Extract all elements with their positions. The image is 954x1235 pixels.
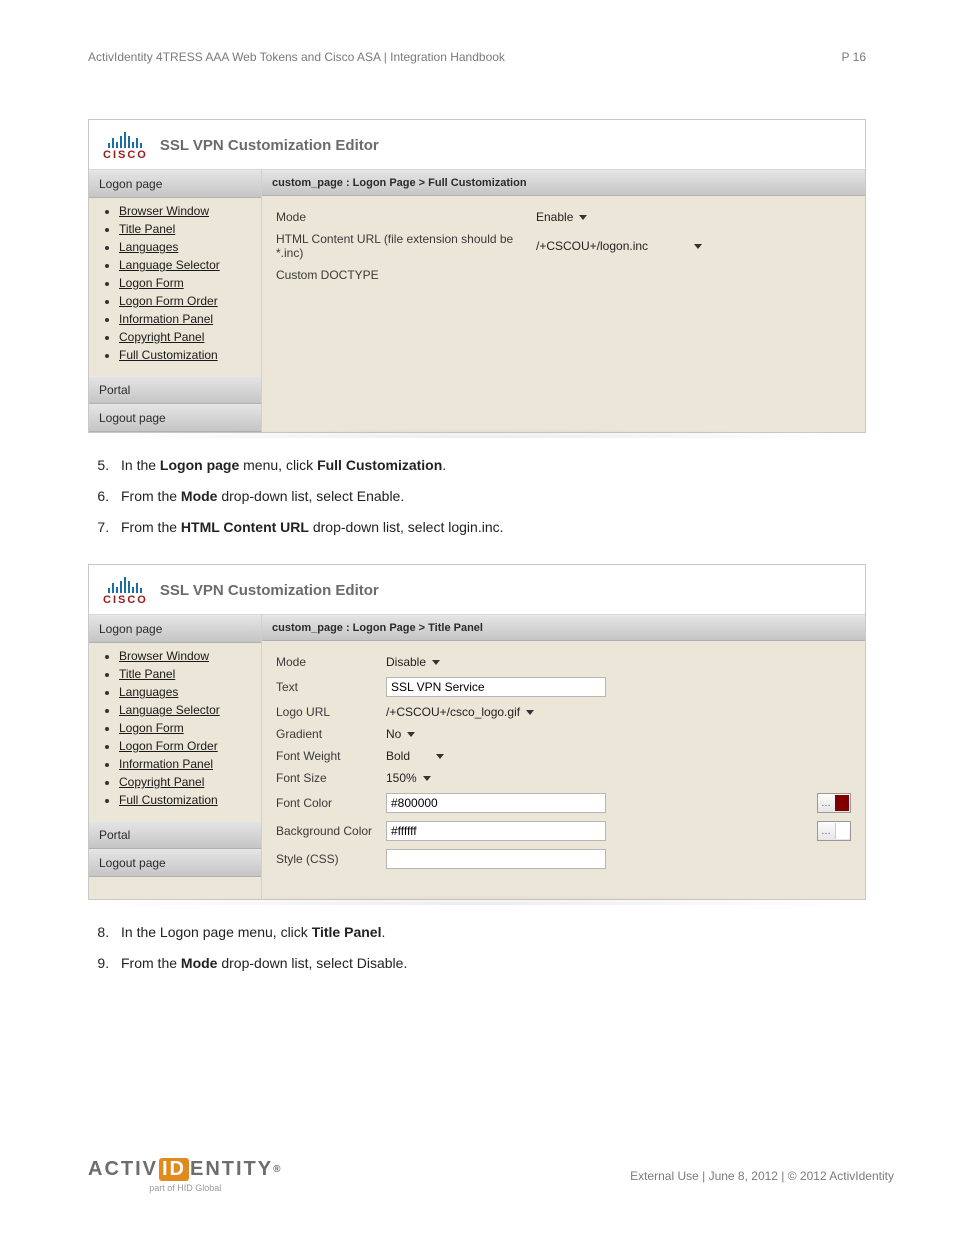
sidebar-item-language-selector[interactable]: Language Selector <box>119 258 220 272</box>
sidebar-item-copyright-panel[interactable]: Copyright Panel <box>119 330 204 344</box>
step-8: In the Logon page menu, click Title Pane… <box>113 922 866 943</box>
sidebar-item-full-customization[interactable]: Full Customization <box>119 348 218 362</box>
editor-title: SSL VPN Customization Editor <box>160 137 379 154</box>
cisco-logo-icon: CISCO <box>103 575 148 606</box>
doc-footer: ACTIVIDENTITY® part of HID Global Extern… <box>88 1158 894 1193</box>
editor-title: SSL VPN Customization Editor <box>160 582 379 599</box>
steps-list-2: In the Logon page menu, click Title Pane… <box>88 922 866 974</box>
step-5: In the Logon page menu, click Full Custo… <box>113 455 866 476</box>
style-css-label: Style (CSS) <box>276 852 386 866</box>
editor-panel-1: CISCO SSL VPN Customization Editor Logon… <box>88 119 866 433</box>
sidebar-item-browser-window[interactable]: Browser Window <box>119 204 209 218</box>
sidebar-section-portal[interactable]: Portal <box>89 376 261 404</box>
step-9: From the Mode drop-down list, select Dis… <box>113 953 866 974</box>
chevron-down-icon <box>432 660 440 665</box>
font-color-picker-button[interactable]: … <box>817 793 851 813</box>
doctype-label: Custom DOCTYPE <box>276 268 536 282</box>
sidebar-section-logout[interactable]: Logout page <box>89 404 261 432</box>
mode-label: Mode <box>276 655 386 669</box>
font-weight-select[interactable]: Bold <box>386 749 811 763</box>
font-color-input[interactable] <box>386 793 606 813</box>
text-input[interactable] <box>386 677 606 697</box>
chevron-down-icon <box>526 710 534 715</box>
font-color-label: Font Color <box>276 796 386 810</box>
sidebar-section-logon[interactable]: Logon page <box>89 615 261 643</box>
url-select[interactable]: /+CSCOU+/logon.inc <box>536 239 811 253</box>
sidebar-item-information-panel[interactable]: Information Panel <box>119 757 213 771</box>
sidebar-item-logon-form[interactable]: Logon Form <box>119 276 184 290</box>
activ-logo-icon: ACTIVIDENTITY® part of HID Global <box>88 1158 283 1193</box>
mode-select[interactable]: Enable <box>536 210 811 224</box>
bg-color-input[interactable] <box>386 821 606 841</box>
sidebar-item-logon-form-order[interactable]: Logon Form Order <box>119 739 218 753</box>
chevron-down-icon <box>694 244 702 249</box>
bg-color-picker-button[interactable]: … <box>817 821 851 841</box>
sidebar-item-information-panel[interactable]: Information Panel <box>119 312 213 326</box>
document-page: ActivIdentity 4TRESS AAA Web Tokens and … <box>0 0 954 1235</box>
sidebar-item-full-customization[interactable]: Full Customization <box>119 793 218 807</box>
sidebar-item-title-panel[interactable]: Title Panel <box>119 222 175 236</box>
chevron-down-icon <box>423 776 431 781</box>
sidebar-list: Browser Window Title Panel Languages Lan… <box>89 649 261 807</box>
sidebar-list: Browser Window Title Panel Languages Lan… <box>89 204 261 362</box>
font-weight-label: Font Weight <box>276 749 386 763</box>
step-6: From the Mode drop-down list, select Ena… <box>113 486 866 507</box>
footer-text: External Use | June 8, 2012 | © 2012 Act… <box>630 1169 894 1183</box>
sidebar-section-portal[interactable]: Portal <box>89 821 261 849</box>
style-css-input[interactable] <box>386 849 606 869</box>
doc-header-left: ActivIdentity 4TRESS AAA Web Tokens and … <box>88 50 505 64</box>
sidebar-item-browser-window[interactable]: Browser Window <box>119 649 209 663</box>
main-content: custom_page : Logon Page > Full Customiz… <box>261 170 865 432</box>
chevron-down-icon <box>436 754 444 759</box>
doc-header-right: P 16 <box>842 50 866 64</box>
sidebar-section-logout[interactable]: Logout page <box>89 849 261 877</box>
editor-header: CISCO SSL VPN Customization Editor <box>89 120 865 170</box>
logo-url-select[interactable]: /+CSCOU+/csco_logo.gif <box>386 705 811 719</box>
breadcrumb: custom_page : Logon Page > Full Customiz… <box>262 170 865 196</box>
sidebar-item-copyright-panel[interactable]: Copyright Panel <box>119 775 204 789</box>
sidebar-item-logon-form[interactable]: Logon Form <box>119 721 184 735</box>
sidebar-item-title-panel[interactable]: Title Panel <box>119 667 175 681</box>
main-content: custom_page : Logon Page > Title Panel M… <box>261 615 865 899</box>
gradient-select[interactable]: No <box>386 727 811 741</box>
gradient-label: Gradient <box>276 727 386 741</box>
editor-header: CISCO SSL VPN Customization Editor <box>89 565 865 615</box>
sidebar: Logon page Browser Window Title Panel La… <box>89 615 261 899</box>
sidebar: Logon page Browser Window Title Panel La… <box>89 170 261 432</box>
bg-color-label: Background Color <box>276 824 386 838</box>
chevron-down-icon <box>579 215 587 220</box>
sidebar-item-languages[interactable]: Languages <box>119 240 178 254</box>
font-size-label: Font Size <box>276 771 386 785</box>
font-size-select[interactable]: 150% <box>386 771 811 785</box>
mode-select[interactable]: Disable <box>386 655 811 669</box>
doc-header: ActivIdentity 4TRESS AAA Web Tokens and … <box>88 50 866 64</box>
logo-url-label: Logo URL <box>276 705 386 719</box>
steps-list-1: In the Logon page menu, click Full Custo… <box>88 455 866 538</box>
sidebar-item-language-selector[interactable]: Language Selector <box>119 703 220 717</box>
breadcrumb: custom_page : Logon Page > Title Panel <box>262 615 865 641</box>
text-label: Text <box>276 680 386 694</box>
chevron-down-icon <box>407 732 415 737</box>
editor-panel-2: CISCO SSL VPN Customization Editor Logon… <box>88 564 866 900</box>
sidebar-item-logon-form-order[interactable]: Logon Form Order <box>119 294 218 308</box>
cisco-logo-icon: CISCO <box>103 130 148 161</box>
sidebar-item-languages[interactable]: Languages <box>119 685 178 699</box>
sidebar-section-logon[interactable]: Logon page <box>89 170 261 198</box>
url-label: HTML Content URL (file extension should … <box>276 232 536 260</box>
step-7: From the HTML Content URL drop-down list… <box>113 517 866 538</box>
mode-label: Mode <box>276 210 536 224</box>
